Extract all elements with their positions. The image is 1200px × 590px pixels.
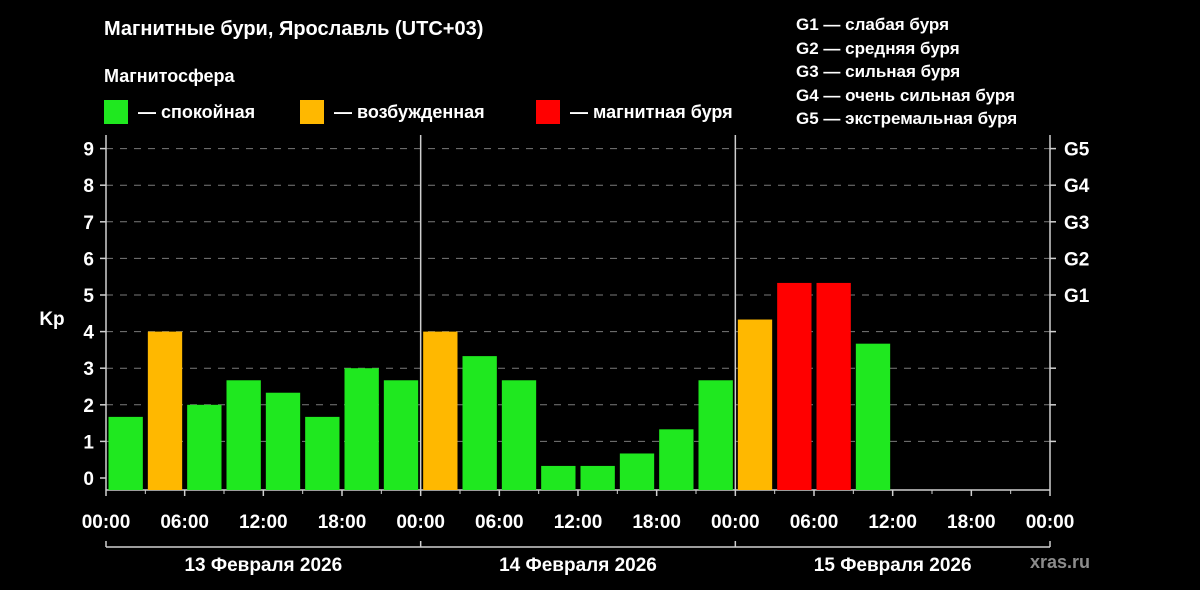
legend-swatch-active [300,100,324,124]
y-tick-label: 3 [83,359,94,380]
kp-bar [147,331,183,490]
kp-bar [305,416,340,490]
legend-item-active: — возбужденная [300,100,485,124]
kp-bar [541,465,576,490]
x-tick-label: 00:00 [1026,512,1075,533]
x-tick-label: 00:00 [396,512,445,533]
kp-bar [265,392,301,490]
kp-bar [423,331,458,490]
y-tick-label: 5 [83,286,94,307]
legend-label-active: — возбужденная [334,101,485,122]
g-scale-label: G5 [1064,140,1090,161]
kp-bar [816,282,851,490]
kp-bar [777,282,812,490]
g-scale-legend: G1 — слабая буря G2 — средняя буря G3 — … [796,13,1017,131]
legend-swatch-calm [104,100,128,124]
x-tick-label: 18:00 [632,512,681,533]
kp-bar [698,380,733,490]
kp-bar [659,429,694,490]
kp-bar [737,319,773,490]
y-tick-label: 4 [83,323,94,344]
x-tick-label: 12:00 [868,512,917,533]
x-tick-label: 18:00 [947,512,996,533]
kp-bar [187,404,222,490]
kp-bar [619,453,655,490]
x-tick-label: 00:00 [711,512,760,533]
kp-bar [855,343,891,490]
g-scale-item-g3: G3 — сильная буря [796,62,961,81]
x-tick-label: 06:00 [475,512,524,533]
x-tick-label: 18:00 [318,512,367,533]
legend-swatch-storm [536,100,560,124]
day-label: 14 Февраля 2026 [499,555,657,576]
legend-item-calm: — спокойная [104,100,255,124]
g-scale-label: G3 [1064,213,1089,234]
g-scale-label: G1 [1064,286,1090,307]
kp-bar [501,380,537,490]
watermark: xras.ru [1030,552,1091,572]
x-tick-label: 06:00 [790,512,839,533]
kp-bar [108,416,143,490]
x-tick-label: 06:00 [160,512,209,533]
y-tick-label: 1 [83,432,94,453]
day-label: 13 Февраля 2026 [184,555,342,576]
g-scale-item-g1: G1 — слабая буря [796,15,950,34]
g-scale-item-g4: G4 — очень сильная буря [796,85,1015,105]
x-tick-label: 12:00 [554,512,603,533]
x-tick-label: 00:00 [82,512,131,533]
legend-label-calm: — спокойная [138,101,256,122]
legend-label-storm: — магнитная буря [570,101,733,122]
y-tick-label: 6 [83,249,94,270]
kp-bar [344,368,379,490]
y-axis-label: Kp [39,309,64,330]
kp-bar [462,356,497,490]
kp-bar [226,380,261,490]
legend-heading: Магнитосфера [104,66,235,86]
y-tick-label: 7 [83,213,94,234]
g-scale-label: G4 [1064,176,1090,197]
g-scale-label: G2 [1064,249,1089,270]
kp-bar [580,465,615,490]
g-scale-item-g5: G5 — экстремальная буря [796,109,1018,128]
chart-title: Магнитные бури, Ярославль (UTC+03) [104,18,484,40]
y-tick-label: 9 [83,140,94,161]
y-tick-label: 2 [83,396,94,417]
x-tick-label: 12:00 [239,512,288,533]
legend-item-storm: — магнитная буря [536,100,733,124]
kp-bar [383,380,419,490]
y-tick-label: 0 [83,469,94,490]
y-tick-label: 8 [83,176,94,197]
day-label: 15 Февраля 2026 [814,555,972,576]
g-scale-item-g2: G2 — средняя буря [796,38,960,58]
